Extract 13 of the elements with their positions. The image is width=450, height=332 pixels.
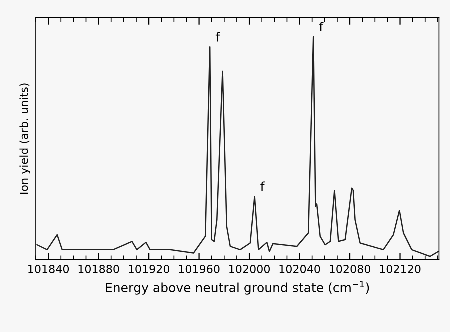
y-axis-title: Ion yield (arb. units) (20, 84, 30, 194)
annotation: f (260, 182, 265, 192)
x-tick-label: 102080 (330, 265, 370, 274)
annotation: f (319, 22, 324, 32)
x-tick-label: 102120 (380, 265, 421, 274)
x-tick-label: 101960 (179, 265, 220, 274)
x-tick-label: 101840 (28, 265, 70, 274)
x-tick-label: 102000 (230, 265, 270, 274)
x-tick-label: 102040 (280, 265, 320, 274)
annotation: f (216, 32, 220, 42)
x-tick-label: 101920 (129, 265, 170, 274)
x-axis-title: Energy above neutral ground state (cm$^{−1}$) (106, 281, 370, 295)
x-tick-label: 101880 (78, 265, 120, 274)
